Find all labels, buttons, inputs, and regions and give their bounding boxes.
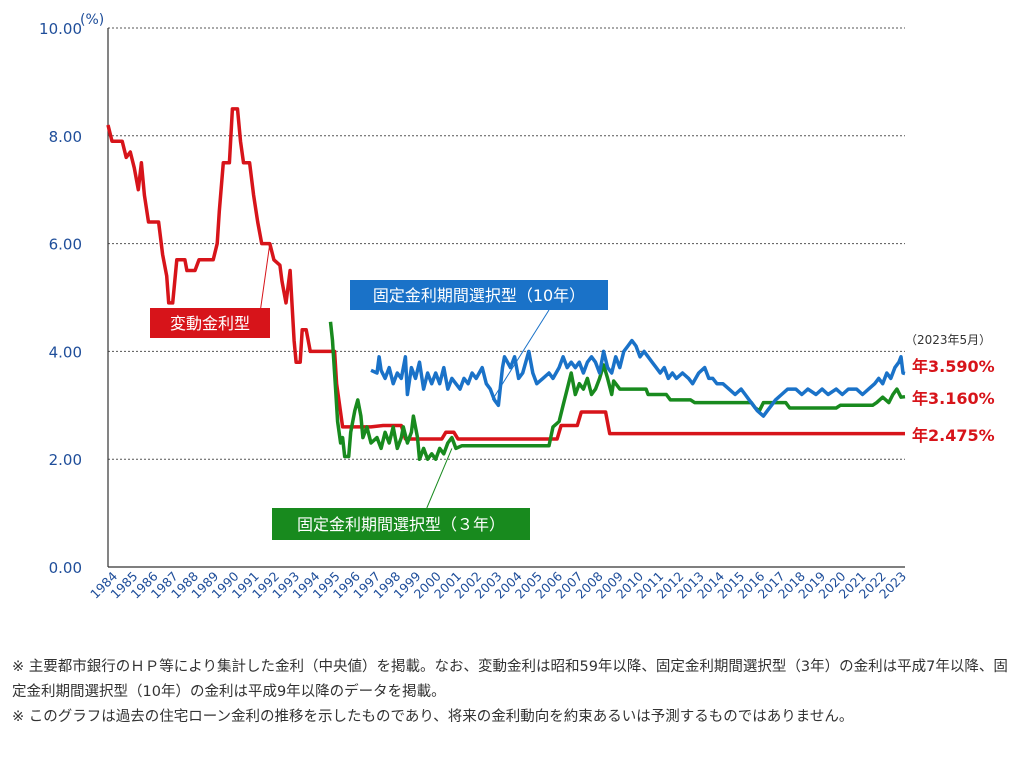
y-tick-label: 6.00: [49, 236, 82, 254]
interest-rate-chart: 0.00 2.00 4.00 6.00 8.00 10.00 (%) 1984198519…: [39, 12, 995, 602]
label-text-variable: 変動金利型: [170, 314, 250, 333]
y-axis-ticks: 0.00 2.00 4.00 6.00 8.00 10.00: [39, 20, 82, 577]
footnotes: ※ 主要都市銀行のＨＰ等により集計した金利（中央値）を掲載。なお、変動金利は昭和…: [12, 655, 1017, 730]
label-text-fixed10: 固定金利期間選択型（10年）: [373, 286, 585, 305]
label-pointer-fixed10: [491, 309, 550, 401]
y-tick-label: 2.00: [49, 451, 82, 469]
footnote-2: ※ このグラフは過去の住宅ローン金利の推移を示したものであり、将来の金利動向を約…: [12, 709, 854, 725]
y-tick-label: 4.00: [49, 343, 82, 361]
y-axis-unit: (%): [80, 12, 104, 28]
series-line-fixed3: [328, 321, 906, 461]
y-tick-label: 8.00: [49, 128, 82, 146]
label-box-fixed10: [350, 280, 608, 310]
date-note: （2023年5月）: [905, 333, 991, 347]
y-tick-label: 0.00: [49, 559, 82, 577]
series-labels: 変動金利型 固定金利期間選択型（10年） 固定金利期間選択型（３年）: [150, 243, 608, 540]
series-lines: [106, 107, 906, 461]
label-box-variable: [150, 308, 270, 338]
end-label-variable: 年2.475%: [912, 426, 995, 445]
series-line-fixed10: [370, 338, 906, 418]
end-label-fixed10: 年3.590%: [912, 357, 995, 376]
end-value-labels: 年2.475% 年3.160% 年3.590%: [912, 357, 995, 445]
end-label-fixed3: 年3.160%: [912, 389, 995, 408]
label-pointer-variable: [259, 243, 271, 314]
label-box-fixed3: [272, 508, 530, 540]
label-text-fixed3: 固定金利期間選択型（３年）: [297, 515, 505, 534]
x-axis-ticks: 1984198519861987198819891990199119921993…: [87, 568, 909, 601]
footnote-1: ※ 主要都市銀行のＨＰ等により集計した金利（中央値）を掲載。なお、変動金利は昭和…: [12, 659, 1008, 700]
y-tick-label: 10.00: [39, 20, 82, 38]
label-pointer-fixed3: [426, 448, 453, 509]
